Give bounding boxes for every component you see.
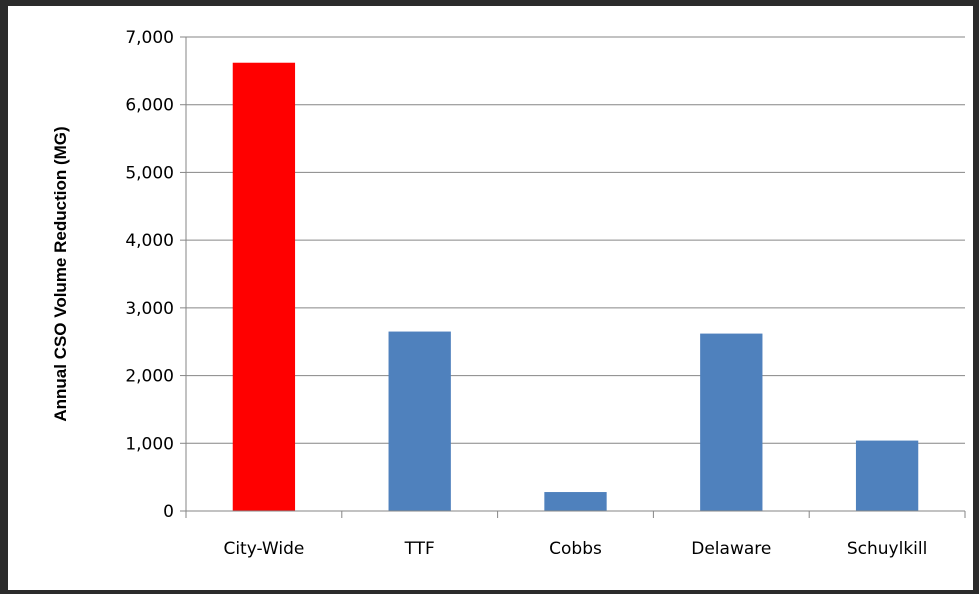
gridlines [180,36,965,512]
bar-chart: City-Wide TTF Cobbs Delaware Schuylkill 0 1,00… [51,28,966,559]
x-tick-label: Delaware [691,539,771,559]
y-tick-label: 1,000 [125,434,174,454]
y-tick-label: 0 [163,502,174,522]
y-tick-labels: 0 1,000 2,000 3,000 4,000 5,000 6,000 7,000 [125,28,174,522]
bar-cobbs [544,492,607,511]
y-tick-label: 4,000 [125,231,174,251]
bar-schuylkill [855,440,919,511]
y-tick-label: 5,000 [125,163,174,183]
y-tick-label: 3,000 [125,299,174,319]
x-tick-label: Schuylkill [847,539,927,559]
chart-frame: City-Wide TTF Cobbs Delaware Schuylkill 0 1,00… [8,6,973,590]
y-axis-label: Annual CSO Volume Reduction (MG) [51,126,70,421]
bar-city-wide [232,62,296,511]
x-tick-label: Cobbs [549,539,602,559]
x-axis: City-Wide TTF Cobbs Delaware Schuylkill [185,510,966,559]
bar-delaware [700,333,763,511]
y-tick-label: 7,000 [125,28,174,48]
x-tick-label: TTF [404,539,435,559]
y-tick-label: 2,000 [125,367,174,387]
bar-ttf [388,331,451,511]
bars [232,62,919,511]
x-tick-label: City-Wide [223,539,304,559]
y-tick-label: 6,000 [125,96,174,116]
